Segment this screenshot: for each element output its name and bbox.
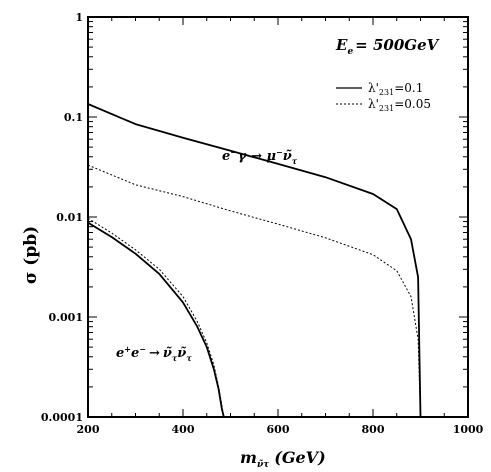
series-line-3 bbox=[87, 221, 225, 418]
y-tick-label: 1 bbox=[75, 11, 83, 24]
y-tick-label: 0.0001 bbox=[41, 411, 83, 424]
x-axis-title: mν̃τ (GeV) bbox=[240, 448, 326, 470]
series-line-4 bbox=[87, 217, 225, 418]
y-tick-label: 0.1 bbox=[64, 111, 83, 124]
x-tick-label: 1000 bbox=[453, 423, 484, 436]
y-axis-title: σ (pb) bbox=[21, 226, 41, 284]
series-line-1 bbox=[87, 103, 422, 418]
annotation-ee: e+e− → ν̃τν̃τ bbox=[116, 344, 192, 363]
plot-frame bbox=[87, 16, 469, 418]
legend-entry-1: λ'231=0.1 bbox=[368, 81, 423, 97]
legend-entry-2: λ'231=0.05 bbox=[368, 97, 431, 113]
x-tick-label: 400 bbox=[172, 423, 195, 436]
axis-ticks: 200 400 600 800 1000 0.0001 0.001 0.01 0.1 1 bbox=[41, 11, 484, 436]
energy-label: Ee = 500GeV bbox=[335, 36, 440, 57]
y-tick-label: 0.001 bbox=[49, 311, 83, 324]
series-line-2 bbox=[87, 164, 421, 418]
x-tick-label: 600 bbox=[267, 423, 290, 436]
series-layer bbox=[87, 103, 422, 418]
x-tick-label: 200 bbox=[77, 423, 100, 436]
x-tick-label: 800 bbox=[362, 423, 385, 436]
annotation-egamma: e−γ → μ−ν̃τ bbox=[222, 147, 298, 166]
y-tick-label: 0.01 bbox=[56, 211, 83, 224]
